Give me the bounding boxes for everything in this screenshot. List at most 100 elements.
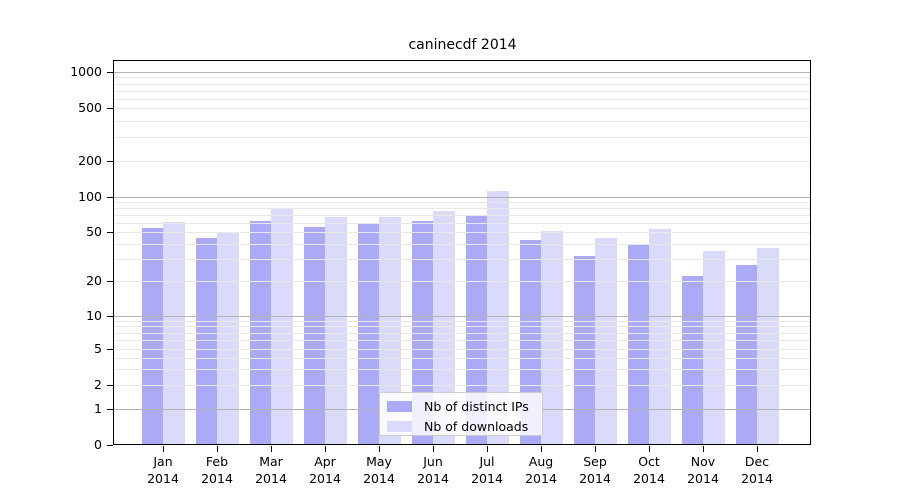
chart-title: caninecdf 2014 <box>408 37 517 53</box>
y-axis-tick <box>107 232 113 233</box>
bar-downloads-sep <box>595 237 617 445</box>
x-tick-label: Aug <box>528 454 554 469</box>
gridline-minor <box>114 333 811 334</box>
x-tick-year-label: 2014 <box>525 471 557 486</box>
y-tick-label: 500 <box>78 100 102 115</box>
bar-downloads-oct <box>649 229 671 445</box>
gridline-minor <box>114 259 811 260</box>
x-tick-label: Sep <box>583 454 607 469</box>
x-axis-tick <box>541 446 542 452</box>
gridline-minor <box>114 137 811 138</box>
x-tick-label: Jul <box>479 454 495 469</box>
x-axis-tick <box>703 446 704 452</box>
x-axis-tick <box>271 446 272 452</box>
bar-downloads-dec <box>757 248 779 445</box>
x-axis-tick <box>757 446 758 452</box>
gridline-minor <box>114 349 811 350</box>
gridline-minor <box>114 321 811 322</box>
legend: Nb of distinct IPs Nb of downloads <box>379 392 543 436</box>
y-tick-label: 1 <box>94 401 102 416</box>
x-tick-year-label: 2014 <box>255 471 287 486</box>
bar-ips-feb <box>195 237 218 445</box>
x-axis-tick <box>163 446 164 452</box>
gridline-minor <box>114 223 811 224</box>
gridline-minor <box>114 77 811 78</box>
bar-downloads-jun <box>433 210 455 445</box>
y-axis-tick <box>107 161 113 162</box>
legend-item-distinct-ips: Nb of distinct IPs <box>380 396 542 416</box>
legend-item-downloads: Nb of downloads <box>380 416 542 436</box>
gridline-minor <box>114 358 811 359</box>
bar-downloads-jul <box>487 190 509 445</box>
x-axis-tick <box>325 446 326 452</box>
gridline-minor <box>114 340 811 341</box>
y-axis-tick <box>107 72 113 73</box>
y-axis-tick <box>107 197 113 198</box>
x-tick-year-label: 2014 <box>579 471 611 486</box>
y-tick-label: 50 <box>86 224 102 239</box>
x-tick-year-label: 2014 <box>687 471 719 486</box>
y-axis-tick <box>107 108 113 109</box>
bar-ips-jan <box>141 228 164 445</box>
gridline-minor <box>114 369 811 370</box>
x-tick-year-label: 2014 <box>363 471 395 486</box>
x-axis-tick <box>217 446 218 452</box>
y-tick-label: 2 <box>94 377 102 392</box>
gridline-minor <box>114 161 811 162</box>
y-axis-tick <box>107 349 113 350</box>
x-tick-label: Oct <box>638 454 660 469</box>
y-tick-label: 100 <box>78 189 102 204</box>
x-axis-tick <box>595 446 596 452</box>
x-tick-year-label: 2014 <box>147 471 179 486</box>
x-axis-tick <box>487 446 488 452</box>
x-tick-label: May <box>366 454 392 469</box>
gridline-minor <box>114 84 811 85</box>
x-tick-year-label: 2014 <box>471 471 503 486</box>
y-tick-label: 1000 <box>70 64 102 79</box>
legend-label-distinct-ips: Nb of distinct IPs <box>424 398 529 414</box>
x-tick-year-label: 2014 <box>309 471 341 486</box>
x-tick-label: Nov <box>690 454 716 469</box>
gridline-minor <box>114 215 811 216</box>
bar-downloads-apr <box>325 216 347 445</box>
bar-downloads-nov <box>703 251 725 445</box>
y-tick-label: 20 <box>86 273 102 288</box>
bar-ips-dec <box>735 264 758 445</box>
x-tick-label: Jun <box>423 454 443 469</box>
bar-downloads-aug <box>541 231 563 445</box>
bar-ips-nov <box>681 275 704 445</box>
y-axis-tick <box>107 281 113 282</box>
y-tick-label: 5 <box>94 341 102 356</box>
bar-downloads-mar <box>271 209 293 445</box>
y-axis-tick <box>107 409 113 410</box>
x-tick-year-label: 2014 <box>633 471 665 486</box>
gridline-minor <box>114 281 811 282</box>
y-axis-tick <box>107 445 113 446</box>
legend-swatch-downloads <box>387 420 412 432</box>
bar-downloads-feb <box>217 232 239 445</box>
x-tick-year-label: 2014 <box>201 471 233 486</box>
x-axis-tick <box>379 446 380 452</box>
y-axis-tick <box>107 316 113 317</box>
gridline-minor <box>114 99 811 100</box>
gridline-minor <box>114 232 811 233</box>
x-tick-year-label: 2014 <box>741 471 773 486</box>
y-axis-tick <box>107 385 113 386</box>
x-tick-label: Jan <box>153 454 173 469</box>
x-axis-tick <box>649 446 650 452</box>
y-tick-label: 10 <box>86 308 102 323</box>
gridline-major <box>114 197 811 198</box>
y-tick-label: 200 <box>78 153 102 168</box>
legend-label-downloads: Nb of downloads <box>424 418 529 434</box>
gridline-minor <box>114 108 811 109</box>
gridline-minor <box>114 208 811 209</box>
x-tick-label: Mar <box>259 454 283 469</box>
bar-downloads-may <box>379 217 401 445</box>
gridline-minor <box>114 121 811 122</box>
gridline-major <box>114 72 811 73</box>
x-tick-year-label: 2014 <box>417 471 449 486</box>
gridline-minor <box>114 385 811 386</box>
